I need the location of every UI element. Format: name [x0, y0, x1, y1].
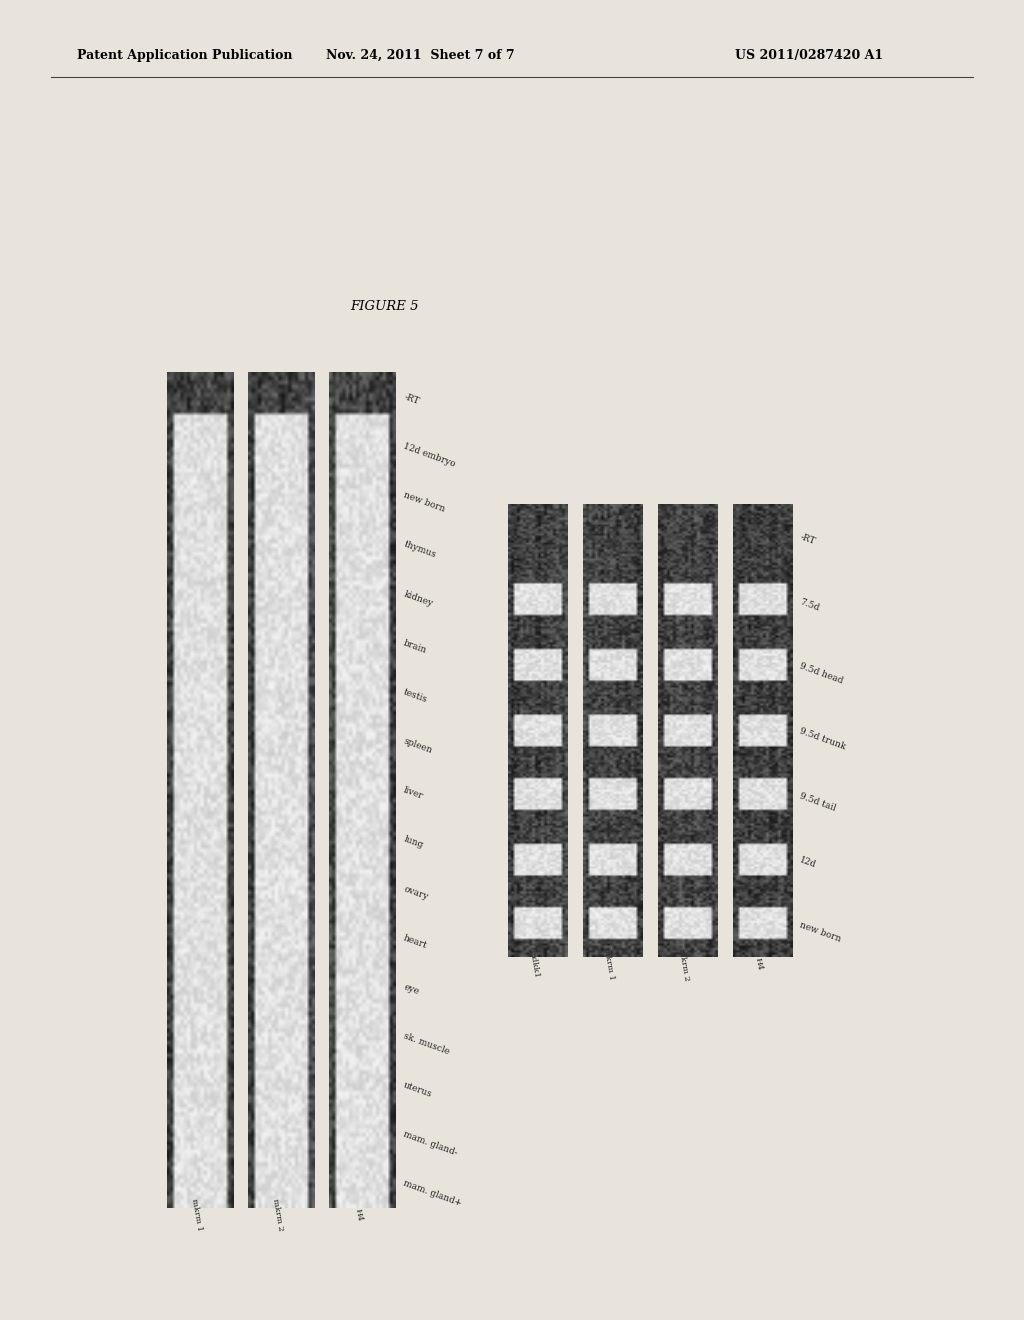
Text: liver: liver — [402, 785, 425, 801]
Text: 9.5d trunk: 9.5d trunk — [799, 726, 847, 751]
Text: mkrm 2: mkrm 2 — [271, 1199, 285, 1232]
Text: FIGURE 5: FIGURE 5 — [350, 300, 418, 313]
Text: mkrm 1: mkrm 1 — [190, 1199, 204, 1232]
Text: -RT: -RT — [402, 392, 420, 407]
Text: H4: H4 — [754, 957, 764, 972]
Text: brain: brain — [402, 639, 428, 655]
Text: 9.5d head: 9.5d head — [799, 661, 845, 685]
Text: testis: testis — [402, 688, 429, 705]
Text: -RT: -RT — [799, 532, 816, 546]
Text: Nov. 24, 2011  Sheet 7 of 7: Nov. 24, 2011 Sheet 7 of 7 — [326, 49, 514, 62]
Text: mkrm 2: mkrm 2 — [677, 948, 690, 981]
Text: US 2011/0287420 A1: US 2011/0287420 A1 — [735, 49, 883, 62]
Text: 12d: 12d — [799, 855, 818, 870]
Text: spleen: spleen — [402, 737, 433, 755]
Text: lung: lung — [402, 836, 425, 850]
Text: uterus: uterus — [402, 1081, 433, 1100]
Text: mam. gland+: mam. gland+ — [402, 1179, 463, 1208]
Text: sk. muscle: sk. muscle — [402, 1031, 451, 1056]
Text: thymus: thymus — [402, 540, 437, 560]
Text: mam. gland-: mam. gland- — [402, 1130, 459, 1158]
Text: new born: new born — [799, 920, 843, 944]
Text: eye: eye — [402, 982, 421, 997]
Text: new born: new born — [402, 491, 446, 515]
Text: kidney: kidney — [402, 589, 434, 609]
Text: heart: heart — [402, 933, 429, 950]
Text: Patent Application Publication: Patent Application Publication — [77, 49, 292, 62]
Text: mdkk1: mdkk1 — [527, 949, 541, 979]
Text: mkrm 1: mkrm 1 — [602, 948, 615, 981]
Text: 12d embryo: 12d embryo — [402, 442, 457, 469]
Text: 7.5d: 7.5d — [799, 597, 821, 612]
Text: ovary: ovary — [402, 884, 429, 902]
Text: H4: H4 — [353, 1208, 364, 1222]
Text: 9.5d tail: 9.5d tail — [799, 791, 838, 813]
